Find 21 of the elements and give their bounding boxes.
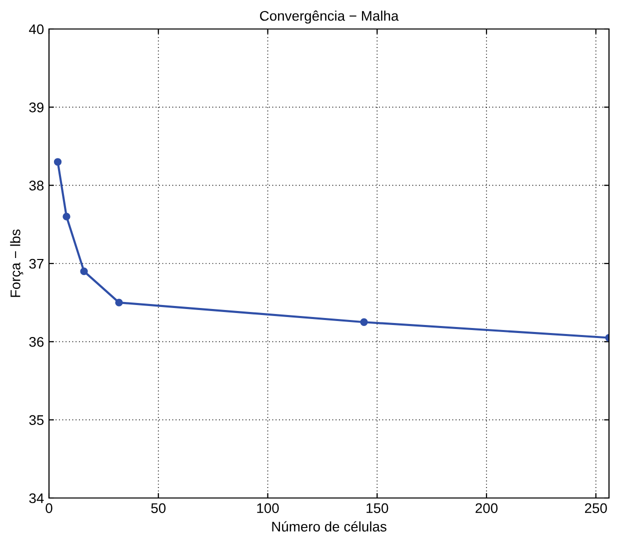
x-tick-label: 0 bbox=[46, 503, 52, 514]
point bbox=[62, 212, 70, 220]
y-tick-label: 34 bbox=[29, 493, 44, 504]
x-tick-label: 50 bbox=[151, 503, 166, 514]
x-tick-label: 100 bbox=[257, 503, 279, 514]
x-axis-title: Número de células bbox=[272, 521, 386, 532]
point bbox=[80, 267, 88, 276]
y-tick-label: 35 bbox=[29, 415, 44, 426]
point bbox=[54, 158, 62, 166]
point bbox=[115, 298, 123, 306]
y-tick-label: 39 bbox=[29, 102, 44, 112]
point bbox=[360, 318, 368, 326]
y-tick-label: 37 bbox=[29, 258, 44, 269]
y-tick-label: 36 bbox=[29, 337, 44, 347]
y-tick-label: 40 bbox=[29, 24, 44, 34]
x-tick-label: 200 bbox=[476, 503, 498, 514]
x-tick-label: 150 bbox=[366, 503, 388, 514]
y-axis-title: Força − lbs bbox=[10, 229, 24, 297]
chart-title: Convergência − Malha bbox=[260, 10, 399, 24]
y-tick-label: 38 bbox=[29, 180, 44, 191]
x-tick-label: 250 bbox=[584, 503, 607, 514]
